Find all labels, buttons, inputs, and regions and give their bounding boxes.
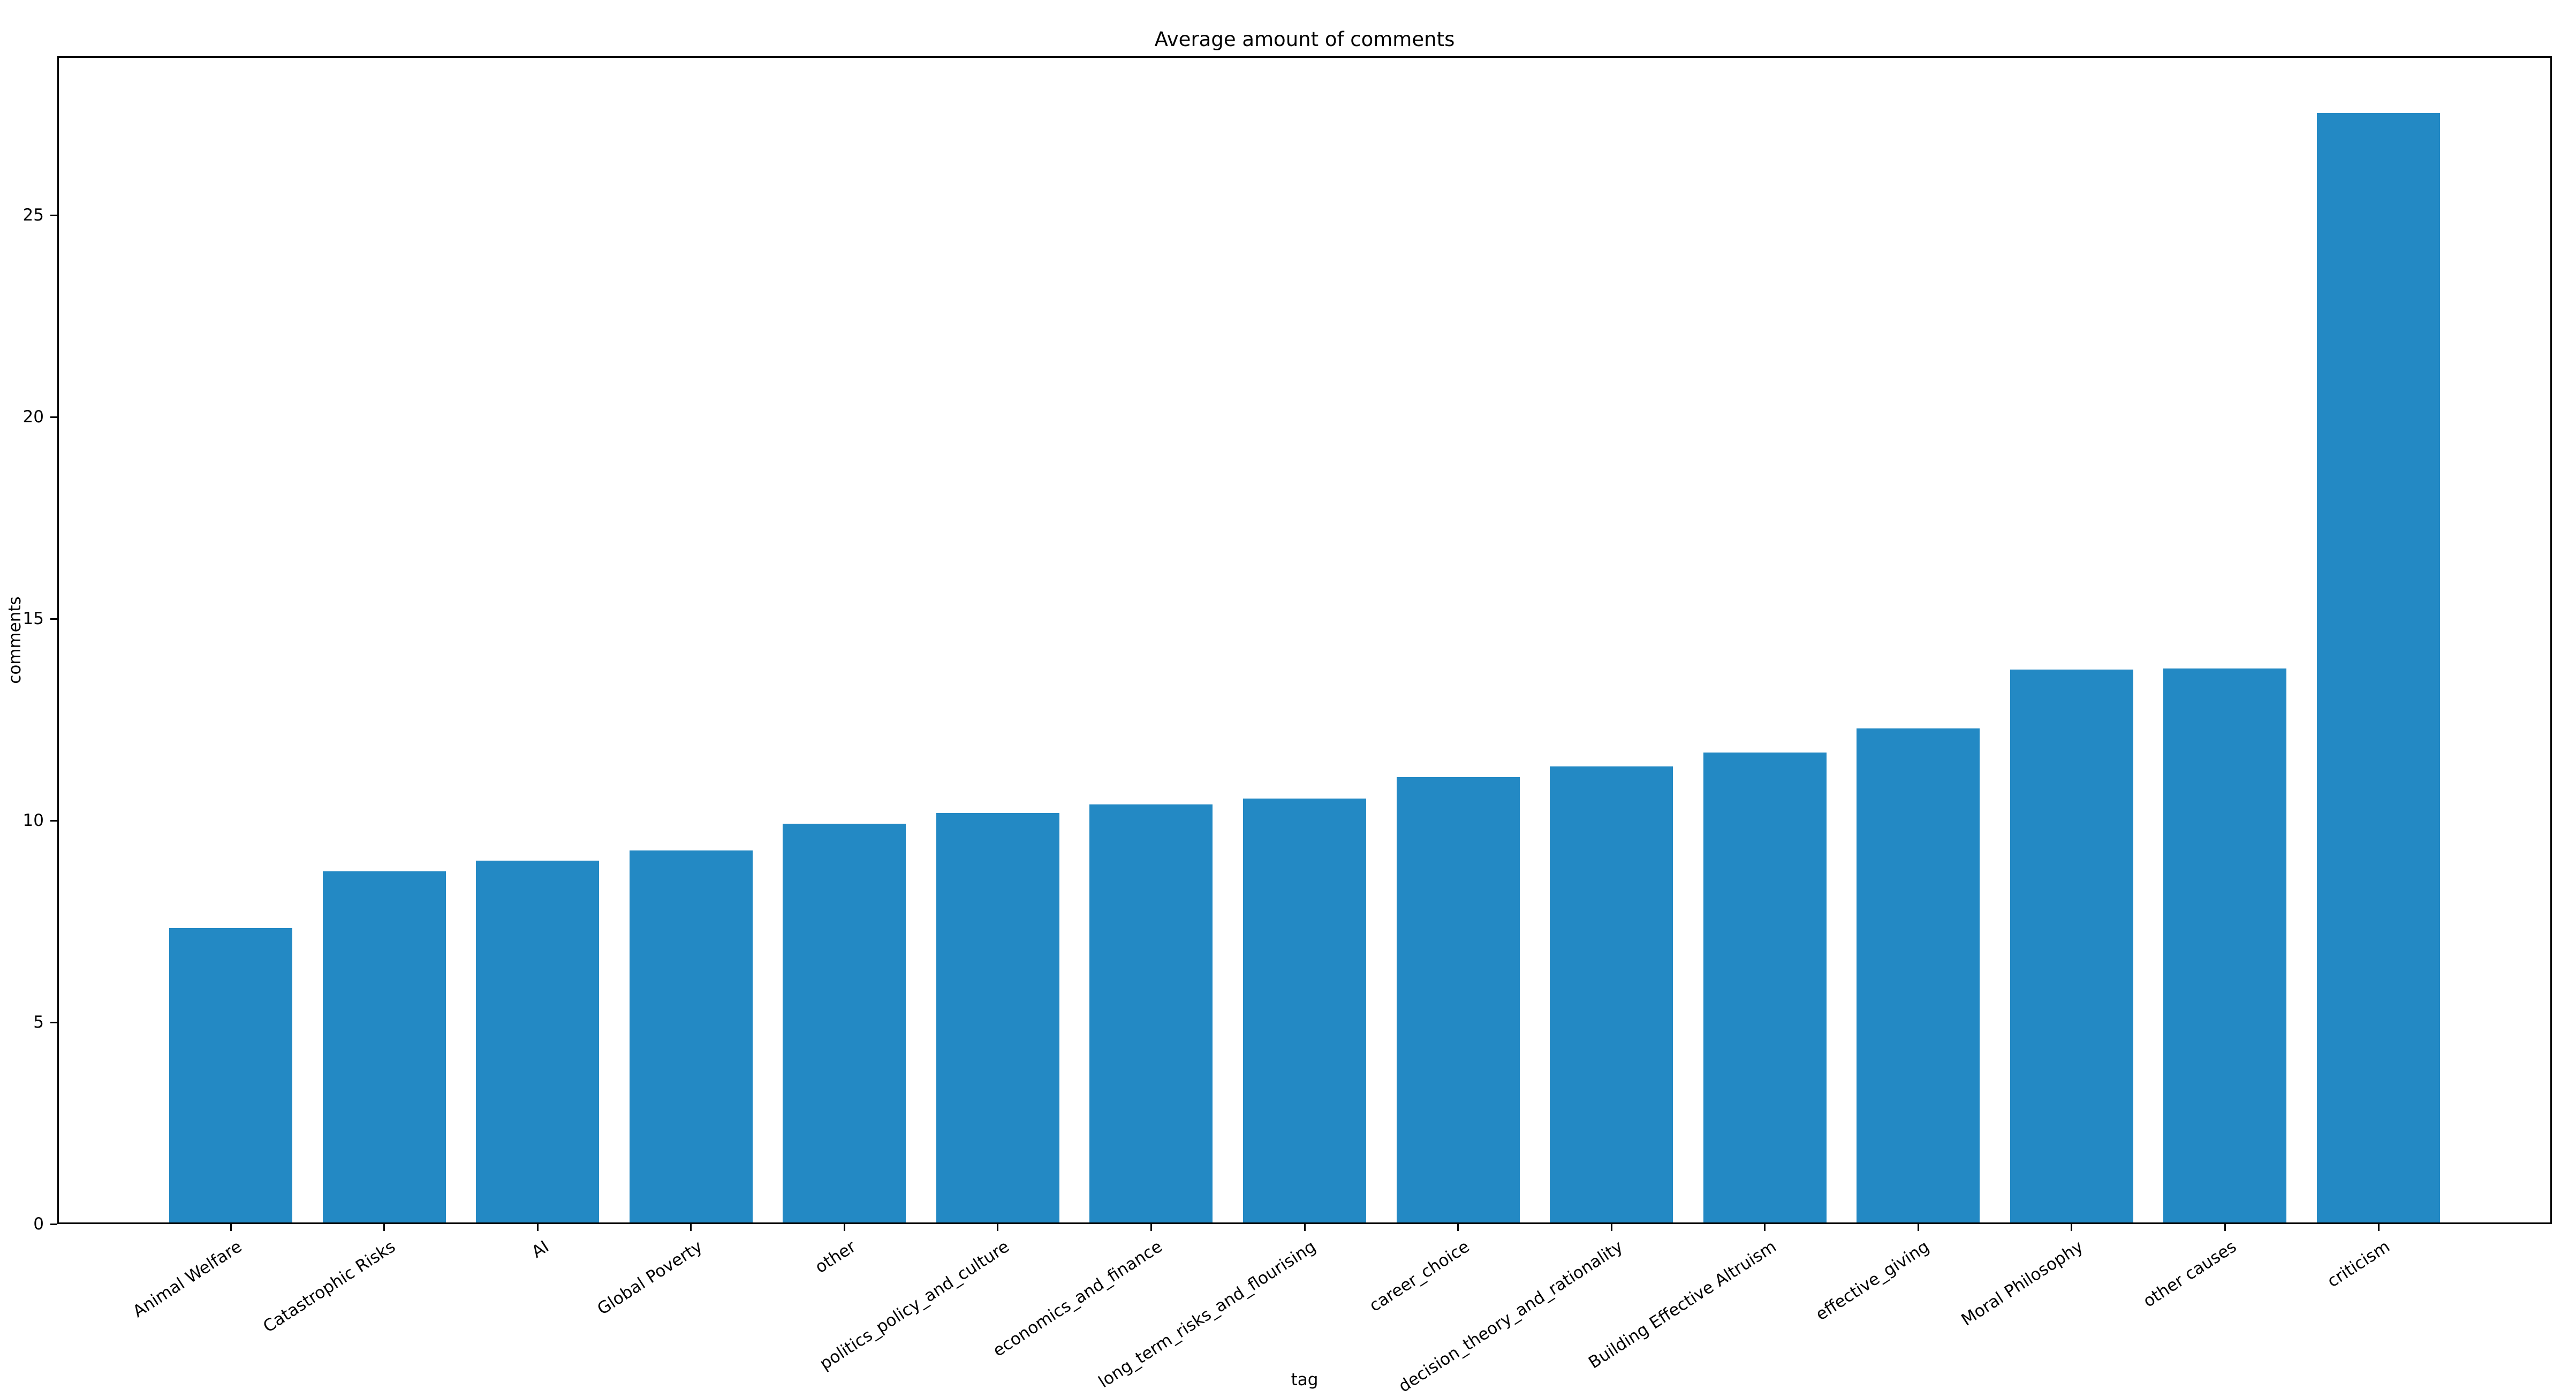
bar-animal-welfare: [169, 928, 292, 1224]
x-tick-mark: [2224, 1224, 2226, 1231]
bar-career-choice: [1396, 777, 1520, 1224]
x-tick-mark: [843, 1224, 845, 1231]
y-tick-mark: [50, 416, 57, 418]
x-tick-label: AI: [528, 1237, 552, 1262]
y-tick-label: 25: [22, 206, 44, 225]
x-tick-label: criticism: [2323, 1237, 2393, 1291]
x-tick-label: Global Poverty: [594, 1237, 706, 1319]
x-tick-mark: [230, 1224, 232, 1231]
bar-global-poverty: [629, 850, 753, 1224]
x-tick-label: Moral Philosophy: [1958, 1237, 2087, 1330]
x-tick-label: Animal Welfare: [130, 1237, 246, 1322]
y-tick-mark: [50, 618, 57, 620]
x-tick-label: career_choice: [1366, 1237, 1473, 1316]
bar-politics-policy-and-culture: [936, 812, 1059, 1224]
y-tick-label: 0: [33, 1214, 44, 1234]
bar-effective-giving: [1857, 728, 1980, 1224]
x-tick-mark: [383, 1224, 385, 1231]
bar-building-effective-altruism: [1703, 753, 1827, 1224]
x-tick-mark: [997, 1224, 999, 1231]
y-tick-mark: [50, 1223, 57, 1225]
x-tick-mark: [1457, 1224, 1459, 1231]
x-tick-mark: [2071, 1224, 2073, 1231]
bar-criticism: [2317, 113, 2440, 1224]
bar-other: [783, 824, 906, 1224]
x-tick-mark: [690, 1224, 692, 1231]
bar-decision-theory-and-rationality: [1550, 766, 1673, 1224]
x-tick-label: other causes: [2140, 1237, 2240, 1311]
bar-other-causes: [2163, 668, 2287, 1224]
y-tick-label: 20: [22, 407, 44, 427]
x-tick-mark: [1610, 1224, 1612, 1231]
x-tick-label: economics_and_finance: [989, 1237, 1166, 1361]
x-axis-label: tag: [1291, 1370, 1319, 1389]
y-tick-label: 15: [22, 609, 44, 629]
x-tick-mark: [2377, 1224, 2380, 1231]
bar-ai: [476, 861, 600, 1224]
bar-economics-and-finance: [1089, 804, 1213, 1224]
y-tick-mark: [50, 1021, 57, 1023]
y-tick-label: 5: [33, 1013, 44, 1032]
x-tick-label: effective_giving: [1812, 1237, 1933, 1325]
bar-catastrophic-risks: [322, 871, 446, 1224]
y-axis-label: comments: [5, 596, 25, 684]
x-tick-mark: [1150, 1224, 1152, 1231]
x-tick-label: other: [812, 1237, 859, 1278]
x-tick-mark: [1917, 1224, 1919, 1231]
bar-long-term-risks-and-flourising: [1243, 798, 1366, 1224]
chart-title: Average amount of comments: [1154, 28, 1455, 51]
x-tick-mark: [1304, 1224, 1306, 1231]
y-tick-label: 10: [22, 811, 44, 831]
y-tick-mark: [50, 214, 57, 216]
x-tick-mark: [1764, 1224, 1766, 1231]
x-tick-label: Catastrophic Risks: [260, 1237, 399, 1337]
bar-moral-philosophy: [2010, 670, 2133, 1224]
x-tick-mark: [536, 1224, 539, 1231]
y-tick-mark: [50, 819, 57, 822]
